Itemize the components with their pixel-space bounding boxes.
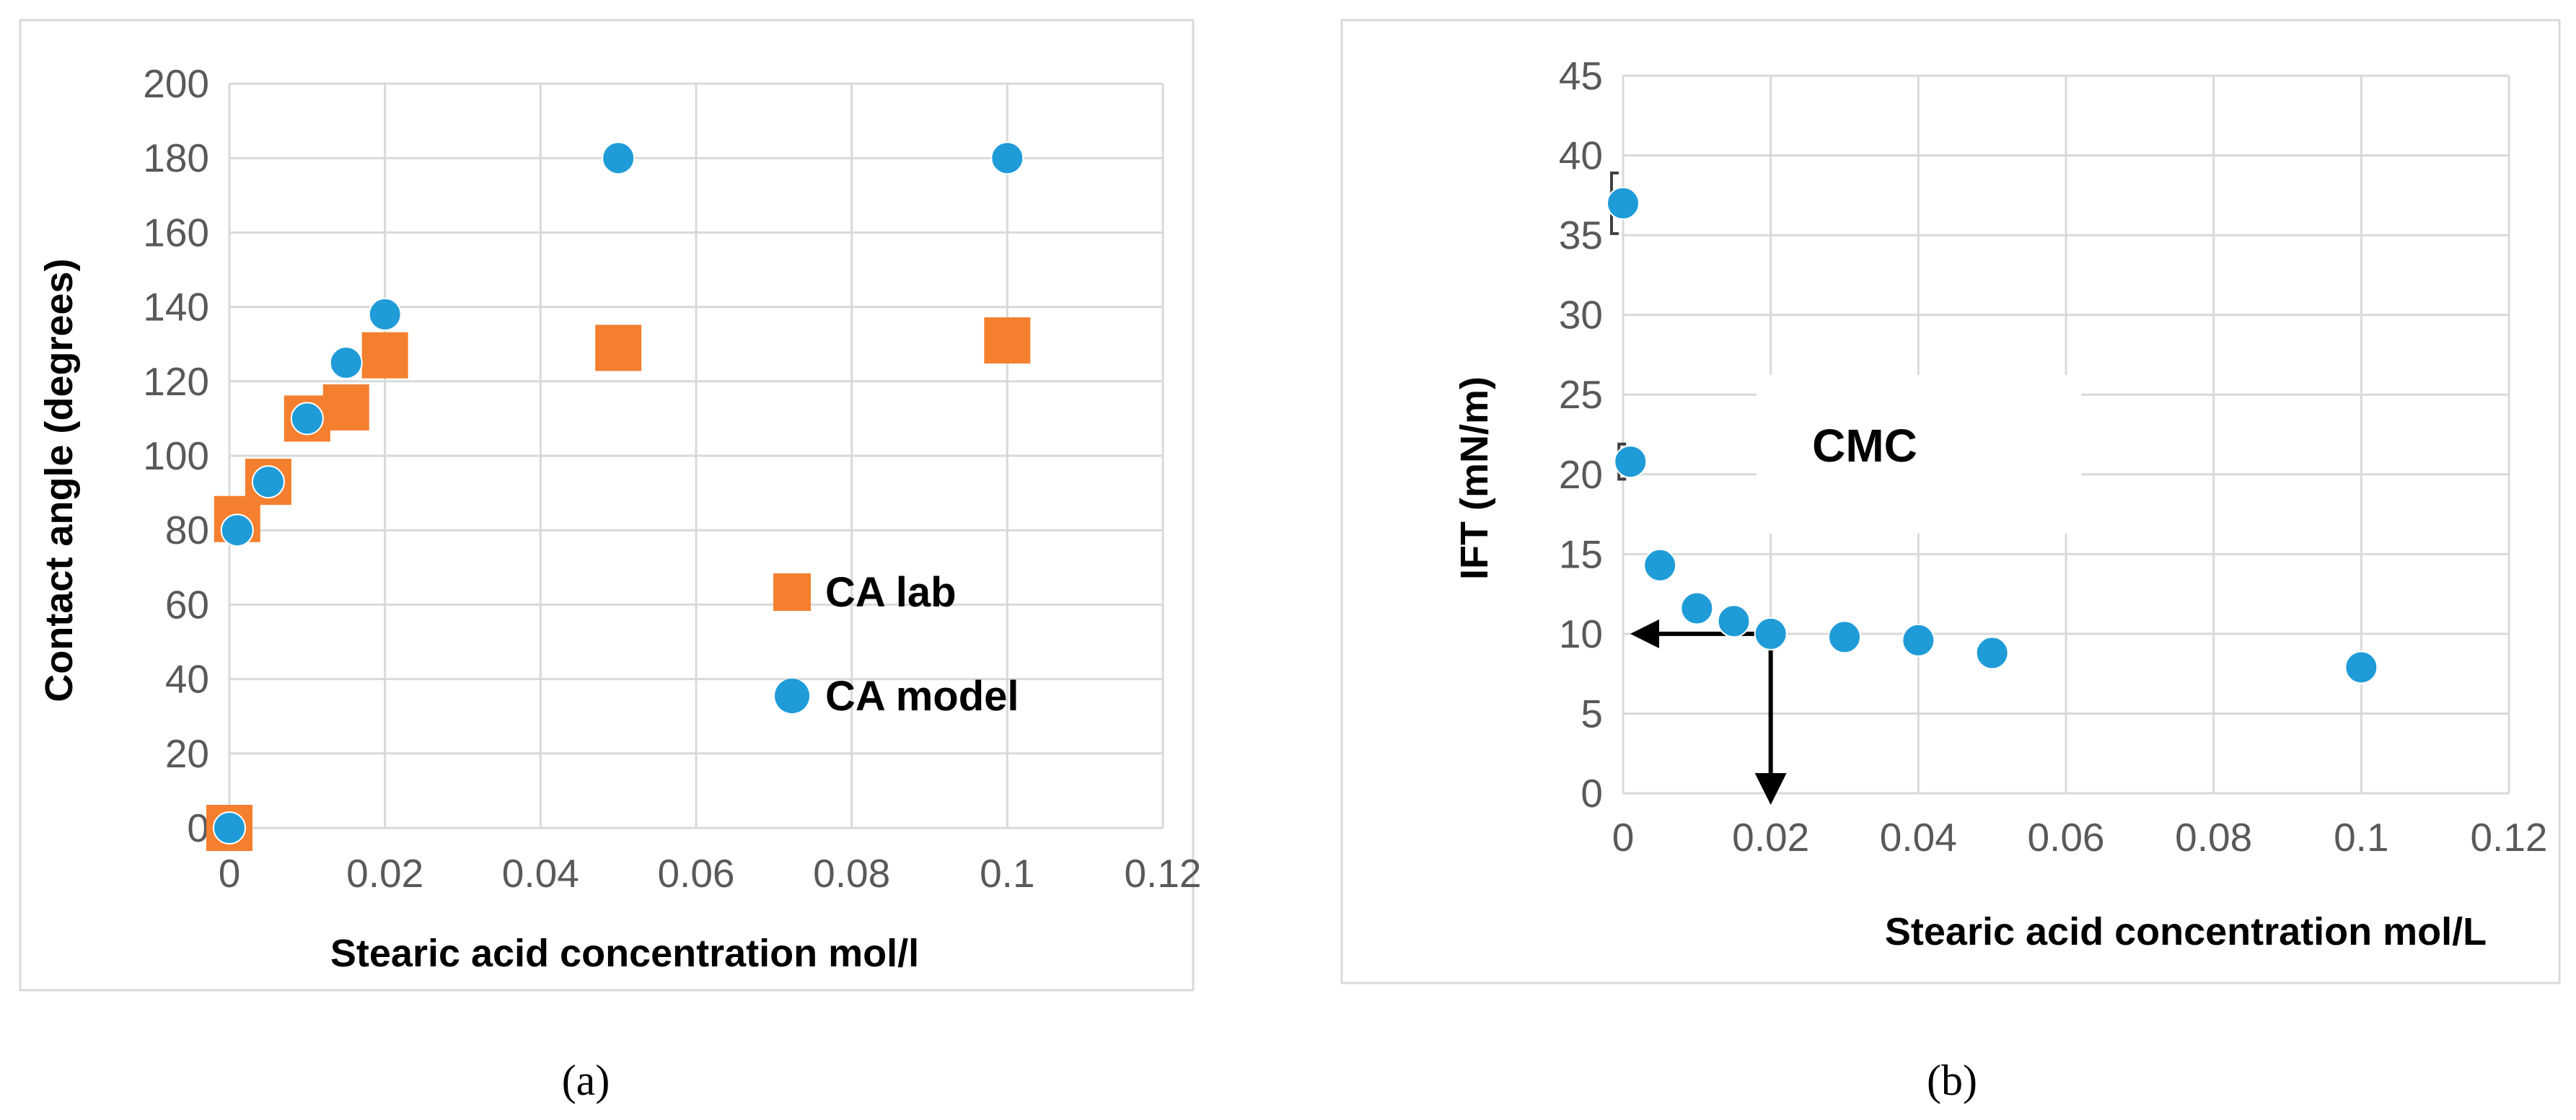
data-point-ca-model (213, 811, 246, 845)
caption-a: (a) (562, 1057, 610, 1104)
panel-b-marks (1606, 171, 2378, 684)
panel-a-gridlines (228, 82, 1164, 829)
x-tick-label: 0.08 (813, 851, 890, 896)
legend-ca-lab-marker (773, 573, 811, 611)
y-tick-label: 30 (1559, 293, 1603, 338)
y-tick-label: 40 (165, 657, 209, 702)
cmc-annotation: CMC (1812, 420, 1917, 472)
x-tick-label: 0 (219, 851, 241, 896)
data-point-ca-model (602, 141, 636, 175)
x-tick-label: 0.08 (2175, 815, 2252, 860)
data-point-ift (1717, 604, 1751, 638)
x-tick-label: 0.1 (2334, 815, 2388, 860)
x-tick-label: 0 (1612, 815, 1635, 860)
y-tick-label: 20 (1559, 452, 1603, 497)
cmc-down-arrowhead (1754, 773, 1787, 805)
data-point-ift (1680, 591, 1714, 625)
data-point-ift (1606, 186, 1640, 220)
x-tick-label: 0.06 (2027, 815, 2104, 860)
y-tick-label: 15 (1559, 532, 1603, 576)
panel-a-y-ticks: 0 20 40 60 80 100 120 140 160 180 200 (143, 61, 209, 850)
y-tick-label: 140 (143, 285, 209, 330)
y-tick-label: 100 (143, 433, 209, 478)
cmc-label-box (1757, 375, 2081, 534)
data-point-ca-model (990, 141, 1024, 175)
data-point-ift (2344, 651, 2378, 684)
data-point-ift (1902, 623, 1935, 657)
y-tick-label: 80 (165, 508, 209, 552)
y-tick-label: 180 (143, 136, 209, 180)
panel-a-marks (206, 141, 1031, 851)
y-tick-label: 10 (1559, 612, 1603, 656)
data-point-ca-model (329, 346, 363, 379)
data-point-ift (1975, 636, 2009, 670)
data-point-ift (1828, 620, 1861, 654)
data-point-ca-model (251, 465, 285, 499)
y-tick-label: 40 (1559, 133, 1603, 178)
x-tick-label: 0.06 (657, 851, 734, 896)
chart-panel-a: 0 20 40 60 80 100 120 140 160 180 200 0 0.02 0.04 0.0… (19, 19, 1202, 992)
data-point-ca-lab (595, 325, 642, 371)
y-tick-label: 60 (165, 582, 209, 627)
y-tick-label: 160 (143, 210, 209, 255)
data-point-ift (1754, 617, 1788, 651)
x-tick-label: 0.02 (346, 851, 423, 896)
data-point-ca-lab (322, 384, 369, 431)
y-tick-label: 45 (1559, 53, 1603, 98)
x-tick-label: 0.12 (2470, 815, 2547, 860)
panel-a-x-ticks: 0 0.02 0.04 0.06 0.08 0.1 0.12 (219, 851, 1202, 896)
panel-b-x-ticks: 0 0.02 0.04 0.06 0.08 0.1 0.12 (1612, 815, 2548, 860)
y-tick-label: 35 (1559, 213, 1603, 257)
data-point-ca-lab (984, 317, 1031, 364)
data-point-ift (1614, 445, 1648, 479)
panel-a-x-axis-label: Stearic acid concentration mol/l (330, 932, 919, 975)
x-tick-label: 0.04 (502, 851, 579, 896)
y-tick-label: 0 (1581, 771, 1603, 816)
y-tick-label: 200 (143, 61, 209, 106)
panel-a-y-axis-label: Contact angle (degrees) (38, 258, 81, 702)
data-point-ca-model (368, 297, 402, 331)
cmc-left-arrowhead (1630, 619, 1659, 648)
y-tick-label: 25 (1559, 372, 1603, 417)
x-tick-label: 0.02 (1732, 815, 1809, 860)
x-tick-label: 0.1 (980, 851, 1034, 896)
data-point-ca-lab (361, 332, 408, 379)
legend-ca-lab-label: CA lab (825, 569, 957, 616)
panel-a-legend: CA lab CA model (773, 569, 1019, 720)
panel-b-x-axis-label: Stearic acid concentration mol/L (1885, 910, 2487, 953)
y-tick-label: 20 (165, 731, 209, 776)
legend-ca-model-label: CA model (825, 673, 1019, 720)
cmc-arrows (1630, 619, 1787, 805)
x-tick-label: 0.04 (1880, 815, 1957, 860)
y-tick-label: 5 (1581, 691, 1603, 736)
data-point-ca-model (290, 402, 324, 436)
y-tick-label: 120 (143, 359, 209, 404)
panel-b-y-ticks: 0 5 10 15 20 25 30 35 40 45 (1559, 53, 1603, 816)
data-point-ift (1643, 548, 1677, 582)
legend-ca-model-marker (775, 679, 809, 713)
caption-b: (b) (1927, 1057, 1977, 1104)
data-point-ca-model (220, 513, 254, 547)
y-tick-label: 0 (187, 806, 209, 850)
panel-b-y-axis-label: IFT (mN/m) (1453, 376, 1496, 580)
x-tick-label: 0.12 (1124, 851, 1201, 896)
